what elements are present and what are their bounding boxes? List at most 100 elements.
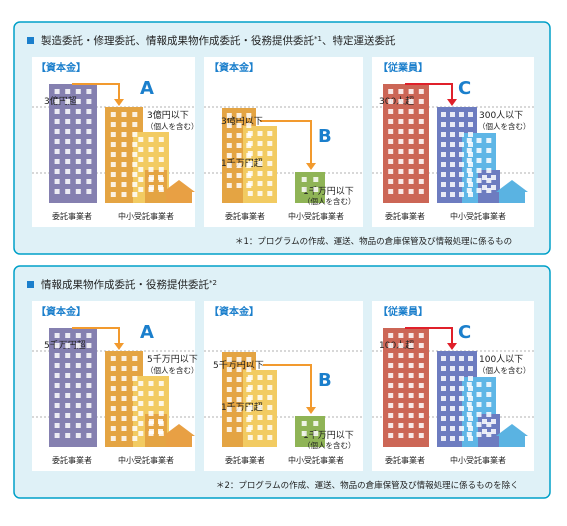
window	[408, 139, 414, 144]
window	[148, 381, 154, 386]
window	[54, 393, 60, 398]
relation-arrow	[405, 83, 453, 99]
window	[476, 432, 482, 437]
window	[121, 152, 127, 157]
window	[388, 413, 394, 418]
window	[148, 411, 154, 416]
window	[459, 192, 464, 197]
window	[236, 143, 242, 148]
window	[441, 132, 446, 137]
caption-right: 中小受託事業者	[450, 455, 506, 465]
window	[450, 112, 455, 117]
window	[132, 142, 138, 147]
window	[388, 129, 394, 134]
window	[257, 141, 263, 146]
window	[86, 423, 92, 428]
window	[267, 171, 273, 176]
window	[65, 179, 71, 184]
label-over: 3億円超	[44, 95, 77, 107]
window	[132, 386, 138, 391]
window	[132, 376, 138, 381]
window	[65, 169, 71, 174]
window	[408, 179, 414, 184]
arrow-head	[114, 99, 124, 106]
house-icon	[496, 424, 528, 447]
window	[388, 179, 394, 184]
window	[482, 175, 487, 180]
window	[441, 396, 446, 401]
window	[247, 141, 253, 146]
caption-right: 中小受託事業者	[288, 455, 344, 465]
window	[121, 192, 127, 197]
window	[86, 373, 92, 378]
window	[138, 421, 144, 426]
house-icon	[163, 180, 195, 203]
window	[450, 396, 455, 401]
window	[441, 386, 446, 391]
category-letter: C	[458, 322, 471, 343]
window	[86, 169, 92, 174]
window	[398, 129, 404, 134]
window	[65, 333, 71, 338]
window	[65, 139, 71, 144]
window	[65, 413, 71, 418]
window	[408, 119, 414, 124]
window	[54, 343, 60, 348]
window	[441, 162, 446, 167]
window	[138, 391, 144, 396]
window	[468, 112, 473, 117]
window	[54, 363, 60, 368]
window	[54, 139, 60, 144]
window	[398, 99, 404, 104]
window	[441, 122, 446, 127]
label-under: 300人以下	[479, 110, 523, 121]
section-1-card-b: 【資本金】 B 3億円以下 1千万円超 1千万円以下 （個人を含む） 委託事業者…	[204, 57, 363, 227]
window	[482, 419, 487, 424]
window	[65, 109, 71, 114]
arrow-head	[447, 99, 457, 106]
window	[418, 119, 424, 124]
window	[75, 373, 81, 378]
window	[418, 159, 424, 164]
window	[398, 89, 404, 94]
window	[86, 413, 92, 418]
window	[75, 353, 81, 358]
window	[482, 185, 487, 190]
window	[132, 356, 138, 361]
window	[398, 353, 404, 358]
window	[418, 353, 424, 358]
window	[398, 179, 404, 184]
window	[267, 405, 273, 410]
window	[408, 413, 414, 418]
window	[226, 163, 232, 168]
window	[121, 122, 127, 127]
window	[226, 407, 232, 412]
window	[441, 142, 446, 147]
label-under: 1千万円以下	[303, 186, 354, 197]
window	[398, 149, 404, 154]
window	[247, 181, 253, 186]
window	[149, 175, 154, 180]
window	[247, 131, 253, 136]
window	[267, 385, 273, 390]
small-building	[295, 416, 325, 447]
window	[476, 382, 482, 387]
relation-arrow	[72, 327, 120, 343]
window	[388, 353, 394, 358]
window	[149, 429, 154, 434]
label-range-top: 5千万円以下	[213, 360, 264, 371]
window	[408, 343, 414, 348]
window	[148, 137, 154, 142]
window	[486, 432, 492, 437]
section-2-marker-icon	[27, 281, 34, 288]
window	[398, 333, 404, 338]
window	[398, 119, 404, 124]
window	[313, 431, 319, 436]
window	[257, 415, 263, 420]
window	[86, 129, 92, 134]
window	[132, 132, 138, 137]
window	[75, 393, 81, 398]
window	[468, 406, 473, 411]
window	[398, 423, 404, 428]
small-building	[478, 414, 500, 447]
